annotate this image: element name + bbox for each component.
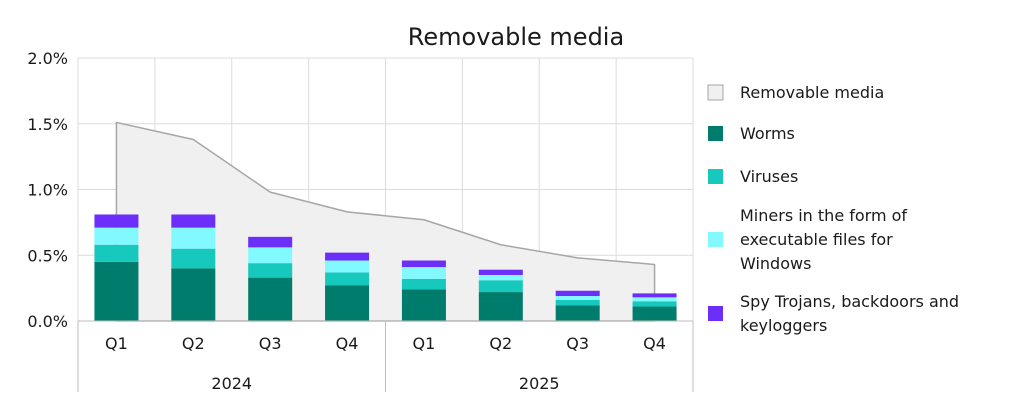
bar-segment-3 bbox=[401, 267, 446, 279]
bar-segment-3 bbox=[632, 297, 677, 302]
x-tick-label: Q3 bbox=[566, 334, 589, 353]
legend-label: Viruses bbox=[740, 167, 798, 186]
y-tick-label: 0.5% bbox=[27, 246, 68, 265]
legend-swatch bbox=[708, 306, 723, 321]
bar-segment-2 bbox=[632, 301, 677, 307]
bar-segment-3 bbox=[248, 247, 293, 264]
legend-label: keyloggers bbox=[740, 316, 827, 335]
x-tick-label: Q4 bbox=[643, 334, 666, 353]
bar-segment-2 bbox=[94, 244, 139, 262]
legend-label: Removable media bbox=[740, 83, 884, 102]
legend-label: Spy Trojans, backdoors and bbox=[740, 292, 959, 311]
bar-segment-1 bbox=[171, 268, 216, 321]
y-tick-label: 1.5% bbox=[27, 115, 68, 134]
axes: 0.0% 0.5% 1.0% 1.5% 2.0% Q1 Q2 Q3 Q4 Q1 Q2 Q3 Q4 2024… bbox=[27, 49, 694, 393]
bar-segment-1 bbox=[478, 292, 523, 321]
legend: Removable media Worms Viruses Miners in the… bbox=[707, 83, 959, 335]
legend-item: Spy Trojans, backdoors and keyloggers bbox=[708, 292, 959, 335]
bar-segment-1 bbox=[632, 306, 677, 321]
x-tick-label: Q2 bbox=[182, 334, 205, 353]
bar-segment-2 bbox=[248, 263, 293, 278]
bar-segment-3 bbox=[325, 260, 370, 273]
legend-swatch bbox=[708, 232, 723, 247]
bar-segment-4 bbox=[632, 293, 677, 298]
bar-segment-1 bbox=[94, 261, 139, 321]
bar-segment-4 bbox=[555, 290, 600, 297]
chart-title: Removable media bbox=[408, 23, 624, 51]
bar-segment-4 bbox=[94, 214, 139, 228]
bar-segment-1 bbox=[401, 289, 446, 321]
x-tick-label: Q3 bbox=[259, 334, 282, 353]
legend-swatch bbox=[708, 169, 723, 184]
bar-segment-4 bbox=[171, 214, 216, 228]
bar-segment-3 bbox=[94, 227, 139, 245]
bar-segment-3 bbox=[555, 296, 600, 300]
bars bbox=[94, 214, 677, 321]
bar-segment-4 bbox=[325, 252, 370, 261]
bar-segment-2 bbox=[555, 299, 600, 306]
legend-label: Worms bbox=[740, 124, 795, 143]
legend-swatch bbox=[707, 84, 724, 101]
bar-segment-4 bbox=[478, 269, 523, 275]
x-tick-label: Q2 bbox=[489, 334, 512, 353]
bar-segment-1 bbox=[248, 277, 293, 321]
bar-segment-3 bbox=[478, 274, 523, 281]
bar-segment-2 bbox=[171, 248, 216, 269]
bar-segment-4 bbox=[248, 236, 293, 248]
y-tick-label: 0.0% bbox=[27, 312, 68, 331]
legend-item: Worms bbox=[708, 124, 795, 143]
year-label: 2025 bbox=[519, 374, 560, 393]
legend-label: Miners in the form of bbox=[740, 206, 907, 225]
bar-segment-1 bbox=[325, 285, 370, 321]
legend-swatch bbox=[708, 126, 723, 141]
legend-item: Miners in the form of executable files fo… bbox=[708, 206, 907, 273]
x-tick-label: Q1 bbox=[413, 334, 436, 353]
bar-segment-2 bbox=[325, 272, 370, 286]
y-tick-label: 1.0% bbox=[27, 181, 68, 200]
legend-item: Viruses bbox=[708, 167, 798, 186]
legend-label: Windows bbox=[740, 254, 811, 273]
bar-segment-3 bbox=[171, 227, 216, 249]
bar-segment-2 bbox=[478, 280, 523, 293]
legend-item: Removable media bbox=[707, 83, 884, 102]
legend-label: executable files for bbox=[740, 230, 893, 249]
bar-segment-4 bbox=[401, 260, 446, 268]
y-tick-label: 2.0% bbox=[27, 49, 68, 68]
bar-segment-2 bbox=[401, 278, 446, 290]
x-tick-label: Q1 bbox=[105, 334, 128, 353]
year-label: 2024 bbox=[211, 374, 252, 393]
bar-segment-1 bbox=[555, 305, 600, 321]
x-tick-label: Q4 bbox=[336, 334, 359, 353]
